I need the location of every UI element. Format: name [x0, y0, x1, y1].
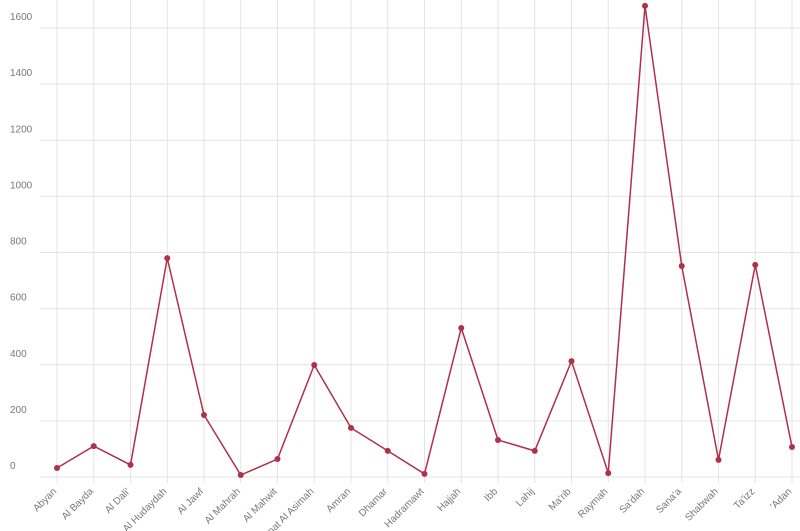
x-tick-label: Dhamar [357, 486, 390, 519]
x-tick-label: Sana'a [654, 486, 684, 516]
x-tick-label: Raymah [576, 486, 610, 520]
x-tick-label: Al Mahrah [203, 486, 243, 526]
point [348, 424, 354, 431]
x-tick-label: Amran [325, 486, 354, 515]
x-tick-label: Al Mahwit [241, 486, 280, 525]
x-tick-label: 'Adan [768, 486, 794, 512]
y-tick-label: 0 [10, 461, 16, 472]
point [678, 262, 685, 269]
point [274, 456, 281, 463]
x-tick-label: Shabwah [683, 486, 720, 523]
point [495, 436, 501, 443]
point [421, 470, 428, 477]
point [237, 472, 244, 479]
x-tick-label: Al Bayda [60, 486, 96, 522]
y-tick-label: 1400 [10, 68, 33, 79]
x-tick-label: Ta'izz [732, 486, 757, 511]
point [642, 2, 648, 9]
point [164, 255, 171, 262]
y-tick-label: 1000 [10, 180, 33, 191]
y-tick-label: 1600 [10, 12, 33, 23]
point [531, 447, 538, 454]
x-tick-label: Lahij [514, 486, 537, 509]
y-tick-label: 400 [10, 349, 27, 360]
y-tick-label: 200 [10, 405, 27, 416]
point [384, 447, 391, 454]
point [715, 456, 722, 463]
x-tick-label: Hajjah [436, 486, 464, 514]
x-tick-label: Sa'dah [618, 486, 648, 516]
point [311, 362, 318, 369]
x-tick-label: Hadramawt [383, 486, 427, 530]
x-tick-label: Ma'rib [547, 486, 574, 513]
point [90, 443, 97, 450]
x-tick-label: Al Dali' [103, 486, 133, 516]
x-tick-label: Al Jawf [176, 486, 207, 517]
point [789, 443, 795, 450]
x-tick-label: Abyan [31, 486, 59, 514]
point [127, 461, 134, 468]
point [54, 465, 60, 472]
point [458, 324, 465, 331]
point [605, 470, 612, 477]
point [201, 411, 207, 418]
point [752, 261, 759, 268]
y-tick-label: 800 [10, 237, 27, 248]
point [568, 358, 575, 365]
y-tick-label: 600 [10, 293, 27, 304]
x-tick-label: Ibb [483, 486, 501, 504]
y-tick-label: 1200 [10, 124, 33, 135]
